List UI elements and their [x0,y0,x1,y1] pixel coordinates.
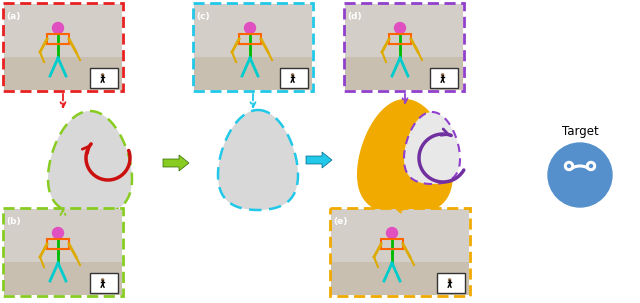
FancyArrow shape [306,152,332,168]
FancyBboxPatch shape [4,56,122,90]
Circle shape [52,22,63,34]
Circle shape [387,228,397,238]
FancyBboxPatch shape [331,209,469,295]
Text: (d): (d) [347,12,362,21]
Circle shape [394,22,406,34]
FancyBboxPatch shape [4,261,122,295]
Text: Target: Target [562,125,598,138]
Circle shape [568,165,570,168]
FancyBboxPatch shape [280,68,308,88]
FancyBboxPatch shape [194,56,312,90]
FancyBboxPatch shape [90,273,118,293]
Text: (b): (b) [6,217,20,226]
Text: (a): (a) [6,12,20,21]
FancyBboxPatch shape [4,4,122,57]
FancyBboxPatch shape [345,4,463,90]
Circle shape [102,279,104,281]
FancyBboxPatch shape [345,4,463,57]
Polygon shape [404,112,460,184]
FancyBboxPatch shape [331,261,469,295]
FancyBboxPatch shape [194,4,312,90]
Circle shape [442,74,444,76]
Polygon shape [357,99,453,215]
Circle shape [564,161,573,171]
Circle shape [102,74,104,76]
FancyBboxPatch shape [194,4,312,57]
FancyBboxPatch shape [437,273,465,293]
FancyBboxPatch shape [345,56,463,90]
FancyBboxPatch shape [430,68,458,88]
Circle shape [449,279,451,281]
Text: (e): (e) [333,217,348,226]
Circle shape [586,161,595,171]
Circle shape [589,165,593,168]
FancyBboxPatch shape [4,4,122,90]
Circle shape [52,228,63,238]
Text: (c): (c) [196,12,210,21]
Circle shape [292,74,294,76]
FancyBboxPatch shape [4,209,122,295]
FancyArrow shape [163,155,189,171]
Circle shape [244,22,255,34]
Circle shape [548,143,612,207]
FancyBboxPatch shape [4,209,122,262]
Polygon shape [48,111,132,215]
FancyBboxPatch shape [331,209,469,262]
Polygon shape [218,110,298,210]
FancyBboxPatch shape [90,68,118,88]
